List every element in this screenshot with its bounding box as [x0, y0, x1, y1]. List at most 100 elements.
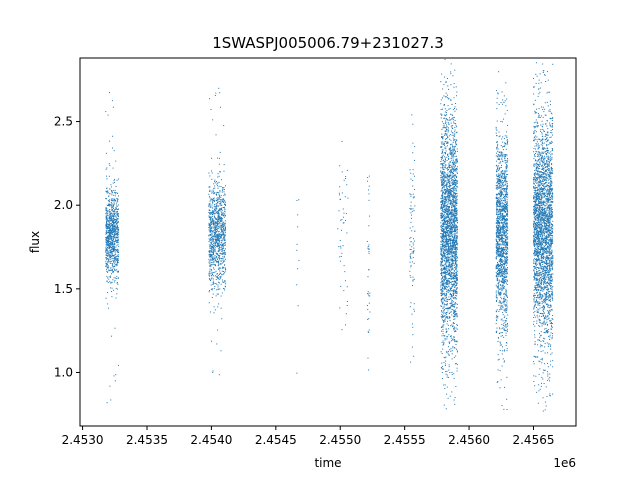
data-point	[453, 222, 455, 224]
data-point	[115, 220, 117, 222]
data-point	[443, 253, 445, 255]
data-point	[450, 235, 452, 237]
data-point	[454, 252, 456, 254]
data-point	[108, 261, 110, 263]
data-point	[453, 152, 455, 154]
data-point	[446, 250, 448, 252]
data-point	[442, 344, 444, 346]
data-point	[224, 194, 226, 196]
data-point	[451, 247, 453, 249]
data-point	[111, 222, 113, 224]
data-point	[105, 250, 107, 252]
data-point	[113, 212, 115, 214]
data-point	[450, 151, 452, 153]
data-point	[440, 201, 442, 203]
data-point	[110, 275, 112, 277]
data-point	[218, 231, 220, 233]
data-point	[452, 184, 454, 186]
data-point	[452, 263, 454, 265]
data-point	[209, 225, 211, 227]
data-point	[109, 216, 111, 218]
data-point	[216, 228, 218, 230]
data-point	[440, 146, 442, 148]
data-point	[213, 239, 215, 241]
data-point	[452, 200, 454, 202]
data-point	[448, 189, 450, 191]
data-point	[500, 211, 502, 213]
data-point	[456, 243, 458, 245]
data-point	[499, 259, 501, 261]
data-point	[410, 208, 412, 210]
data-point	[451, 199, 453, 201]
data-point	[502, 240, 504, 242]
data-point	[455, 277, 457, 279]
data-point	[454, 207, 456, 209]
data-point	[442, 243, 444, 245]
data-point	[447, 232, 449, 234]
data-point	[454, 210, 455, 212]
data-point	[208, 262, 210, 264]
data-point	[454, 223, 456, 225]
data-point	[210, 230, 212, 232]
data-point	[107, 235, 109, 237]
data-point	[446, 133, 448, 135]
data-point	[499, 237, 501, 239]
data-point	[219, 208, 221, 210]
data-point	[452, 252, 454, 254]
data-point	[113, 254, 115, 256]
data-point	[216, 211, 218, 213]
data-point	[221, 201, 223, 203]
data-point	[108, 246, 110, 248]
data-point	[110, 242, 112, 244]
data-point	[445, 281, 447, 283]
data-point	[446, 110, 448, 112]
data-point	[212, 211, 214, 213]
data-point	[441, 325, 443, 327]
data-point	[453, 175, 455, 177]
data-point	[412, 251, 414, 253]
data-point	[449, 227, 451, 229]
data-point	[454, 313, 456, 315]
data-point	[454, 133, 456, 135]
data-point	[208, 224, 210, 226]
data-point	[213, 245, 215, 247]
data-point	[112, 135, 114, 137]
data-point	[441, 167, 443, 169]
data-point	[218, 247, 220, 249]
data-point	[450, 99, 452, 101]
data-point	[109, 250, 111, 252]
data-point	[220, 242, 222, 244]
data-point	[448, 236, 450, 238]
data-point	[222, 222, 224, 224]
data-point	[454, 202, 456, 204]
data-point	[452, 268, 454, 270]
data-point	[449, 187, 451, 189]
data-point	[106, 192, 108, 194]
data-point	[111, 207, 113, 209]
data-point	[456, 307, 458, 309]
data-point	[445, 256, 447, 258]
data-point	[446, 268, 448, 270]
data-point	[455, 183, 457, 185]
data-point	[441, 341, 443, 343]
data-point	[107, 258, 109, 260]
data-point	[109, 256, 111, 258]
data-point	[210, 245, 212, 247]
data-point	[441, 277, 443, 279]
data-point	[111, 255, 113, 257]
data-point	[505, 235, 507, 237]
data-point	[453, 204, 455, 206]
data-point	[454, 236, 456, 238]
data-point	[441, 282, 443, 284]
data-point	[446, 205, 448, 207]
data-point	[456, 175, 458, 177]
data-point	[451, 159, 453, 161]
data-point	[220, 263, 222, 265]
data-point	[448, 239, 450, 241]
data-point	[451, 290, 453, 292]
data-point	[441, 243, 443, 245]
data-point	[455, 294, 457, 296]
data-point	[442, 200, 444, 202]
data-point	[445, 241, 447, 243]
data-point	[106, 244, 108, 246]
